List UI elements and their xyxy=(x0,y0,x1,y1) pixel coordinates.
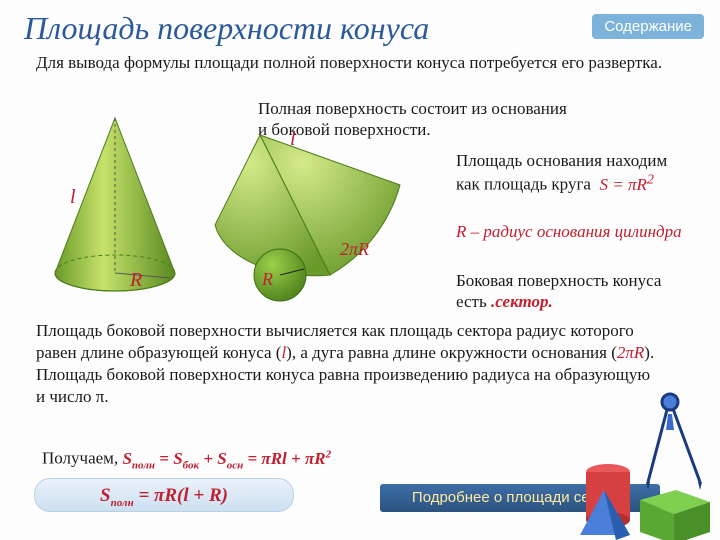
sector-l-label: l xyxy=(290,128,296,150)
cone-diagram: l R xyxy=(30,108,200,308)
page-title: Площадь поверхности конуса xyxy=(24,10,429,47)
lateral-text: Боковая поверхность конуса есть xyxy=(456,271,661,311)
radius-note: R – радиус основания цилиндра xyxy=(456,222,696,242)
sector-area-p1: Площадь боковой поверхности вычисляется … xyxy=(36,320,656,364)
final-formula: Sполн = πR(l + R) xyxy=(34,478,294,512)
lateral-text-block: Боковая поверхность конуса есть .сектор. xyxy=(456,270,696,313)
cone-l-label: l xyxy=(70,186,76,208)
decorative-corner xyxy=(560,390,720,540)
cone-r-label: R xyxy=(129,269,142,291)
sector-arc-label: 2πR xyxy=(340,239,369,259)
result-line: Получаем, Sполн = Sбок + Sосн = πRl + πR… xyxy=(42,448,331,471)
base-area-formula: S = πR2 xyxy=(599,175,653,194)
sector-diagram: l 2πR R xyxy=(200,115,440,315)
sektor-word: .сектор. xyxy=(491,292,553,311)
base-area-block: Площадь основания находим как площадь кр… xyxy=(456,150,686,195)
intro-text: Для вывода формулы площади полной поверх… xyxy=(36,52,676,73)
contents-button[interactable]: Содержание xyxy=(592,14,704,39)
sector-r-label: R xyxy=(261,269,273,289)
